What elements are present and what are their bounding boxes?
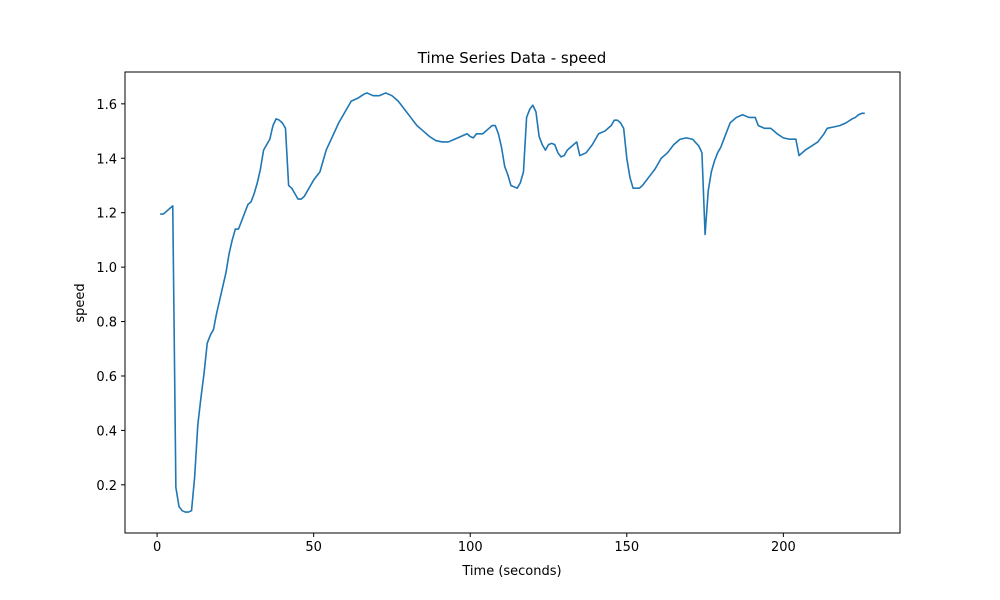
y-tick-label: 1.0	[96, 261, 117, 276]
y-tick-label: 1.2	[96, 207, 117, 222]
x-tick-label: 100	[458, 540, 483, 555]
y-tick-label: 0.6	[96, 370, 117, 385]
x-tick-label: 200	[771, 540, 796, 555]
plot-frame	[124, 71, 901, 534]
y-tick-label: 0.4	[96, 424, 117, 439]
y-tick-label: 0.2	[96, 479, 117, 494]
x-tick-label: 0	[153, 540, 161, 555]
chart-title: Time Series Data - speed	[417, 49, 606, 67]
x-axis-label: Time (seconds)	[461, 564, 561, 579]
y-tick-label: 1.6	[96, 98, 117, 113]
y-tick-label: 1.4	[96, 152, 117, 167]
y-axis-label: speed	[73, 283, 88, 322]
data-line	[160, 92, 865, 513]
y-tick-label: 0.8	[96, 316, 117, 331]
x-tick-label: 50	[305, 540, 322, 555]
x-tick-label: 150	[614, 540, 639, 555]
